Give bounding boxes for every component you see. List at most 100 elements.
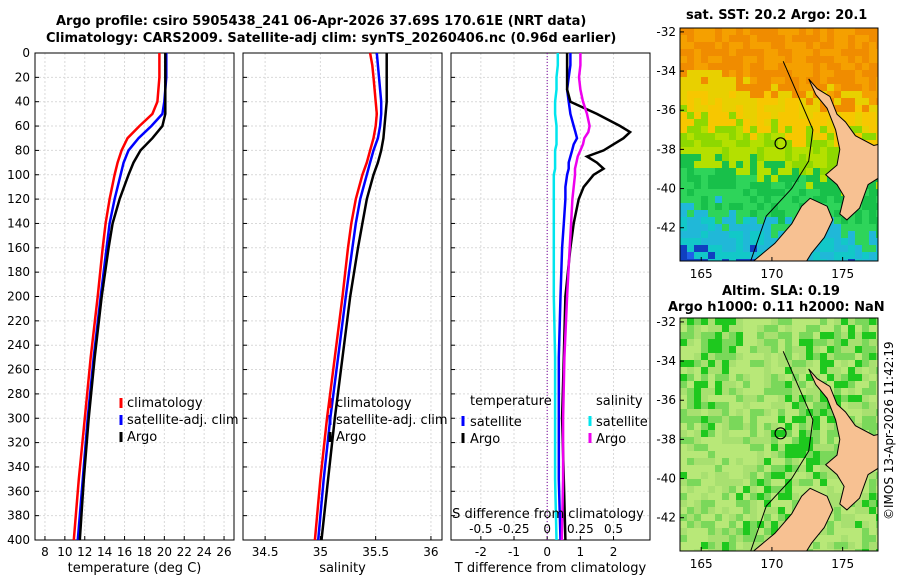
map-cell (722, 514, 730, 522)
map-cell (680, 203, 688, 211)
map-cell (687, 252, 695, 260)
x2-tick-label: 0.25 (567, 522, 594, 536)
map-cell (750, 224, 758, 232)
map-cell (757, 189, 765, 197)
map-cell (680, 346, 688, 354)
map-cell (792, 374, 800, 382)
map-cell (680, 549, 688, 551)
map-cell (862, 49, 870, 57)
map-cell (785, 133, 793, 141)
map-cell (743, 70, 751, 78)
map-cell (736, 119, 744, 127)
map-cell (771, 84, 779, 92)
map-cell (715, 360, 723, 368)
map-cell (715, 374, 723, 382)
map-cell (820, 325, 828, 333)
map-cell (869, 339, 877, 347)
map-cell (743, 339, 751, 347)
x-axis-label: T difference from climatology (454, 561, 647, 576)
map-cell (722, 252, 730, 260)
map-cell (813, 77, 821, 85)
map-cell (799, 70, 807, 78)
map-cell (785, 84, 793, 92)
map-cell (848, 416, 856, 424)
map-cell (680, 360, 688, 368)
depth-contour (750, 61, 814, 261)
map-cell (701, 507, 709, 515)
map-cell (813, 154, 821, 162)
x2-tick-label: 0 (543, 522, 551, 536)
map-cell (820, 444, 828, 452)
map-cell (827, 472, 835, 480)
x2-tick-label: -0.5 (469, 522, 492, 536)
map-cell (778, 437, 786, 445)
map-cell (722, 423, 730, 431)
map-cell (771, 346, 779, 354)
map-cell (869, 105, 877, 113)
map-cell (715, 451, 723, 459)
map-cell (827, 409, 835, 417)
map-cell (722, 231, 730, 239)
map-cell (708, 500, 716, 508)
map-cell (722, 381, 730, 389)
map-cell (813, 189, 821, 197)
map-cell (820, 395, 828, 403)
map-cell (869, 35, 877, 43)
map-cell (862, 360, 870, 368)
map-cell (862, 479, 870, 487)
map-cell (736, 339, 744, 347)
map-cell (701, 168, 709, 176)
map-cell (701, 217, 709, 225)
x-tick-label: 20 (157, 545, 172, 559)
map-cell (764, 360, 772, 368)
map-cell (743, 154, 751, 162)
map-cell (694, 77, 702, 85)
map-cell (799, 35, 807, 43)
map-cell (729, 402, 737, 410)
map-cell (869, 210, 877, 218)
map-cell (715, 549, 723, 551)
map-cell (778, 210, 786, 218)
map-cell (743, 486, 751, 494)
x-tick-label: -1 (508, 545, 520, 559)
map-cell (729, 395, 737, 403)
map-cell (708, 416, 716, 424)
map-cell (848, 245, 856, 253)
map-cell (736, 42, 744, 50)
map-cell (722, 388, 730, 396)
map-cell (813, 42, 821, 50)
map-cell (813, 395, 821, 403)
map-cell (799, 318, 807, 326)
map-cell (701, 332, 709, 340)
map-cell (876, 395, 878, 403)
map-cell (771, 318, 779, 326)
map-cell (694, 381, 702, 389)
map-cell (771, 175, 779, 183)
map-cell (680, 374, 688, 382)
map-cell (764, 84, 772, 92)
map-cell (694, 210, 702, 218)
map-cell (792, 91, 800, 99)
map-cell (722, 409, 730, 417)
map-cell (792, 444, 800, 452)
map-cell (701, 154, 709, 162)
map-cell (834, 203, 842, 211)
map-cell (820, 472, 828, 480)
map-cell (750, 77, 758, 85)
map-cell (687, 528, 695, 536)
map-cell (771, 49, 779, 57)
map-cell (841, 507, 849, 515)
map-cell (771, 521, 779, 529)
map-cell (694, 374, 702, 382)
map-cell (722, 217, 730, 225)
map-cell (743, 133, 751, 141)
sla-map-title: Altim. SLA: 0.19 (722, 284, 840, 299)
map-cell (701, 409, 709, 417)
map-cell (687, 133, 695, 141)
map-cell (750, 332, 758, 340)
map-cell (771, 437, 779, 445)
x2-axis-label: S difference from climatology (452, 507, 644, 522)
map-cell (848, 360, 856, 368)
map-cell (764, 70, 772, 78)
map-cell (722, 395, 730, 403)
